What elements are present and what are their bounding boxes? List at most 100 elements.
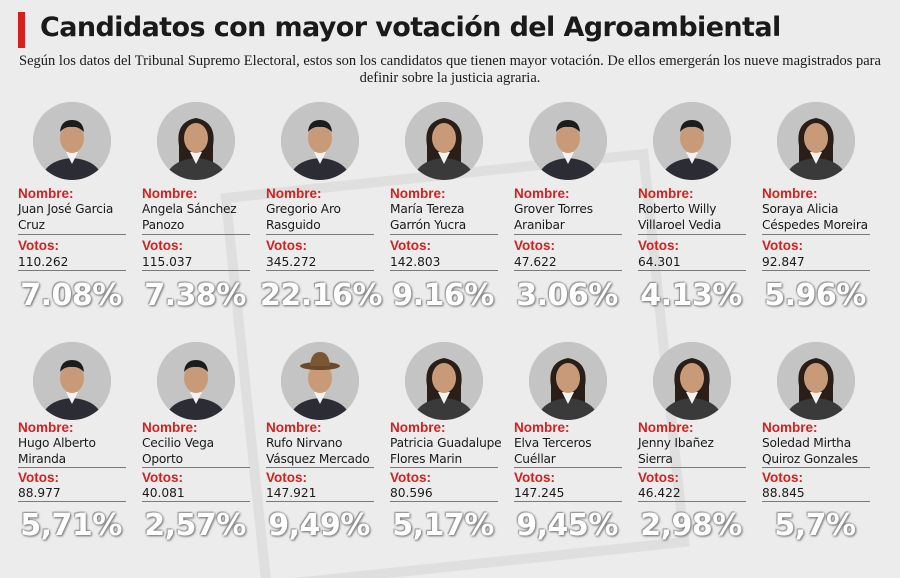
candidate-name: Jenny Ibañez Sierra [638,436,714,466]
divider [266,467,374,468]
candidate-card: Nombre: Angela Sánchez Panozo Votos: 115… [136,100,260,330]
divider [142,270,250,271]
divider [266,270,374,271]
candidate-votes: 147.921 [266,486,317,500]
name-label: Nombre: [514,420,570,435]
divider [18,234,126,235]
candidate-percent: 4.13% [640,278,742,313]
votes-label: Votos: [390,470,431,485]
candidate-card: Nombre: María Tereza Garrón Yucra Votos:… [384,100,508,330]
votes-label: Votos: [514,238,555,253]
page-title: Candidatos con mayor votación del Agroam… [40,12,781,43]
candidate-name: Hugo Alberto Miranda [18,436,96,466]
divider [18,270,126,271]
name-label: Nombre: [514,186,570,201]
divider [390,234,498,235]
divider [266,234,374,235]
candidate-card: Nombre: Soraya Alicia Céspedes Moreira V… [756,100,880,330]
name-label: Nombre: [18,420,74,435]
candidate-name: Rufo Nirvano Vásquez Mercado [266,436,370,466]
candidate-name: Cecilio Vega Oporto [142,436,214,466]
candidate-card: Nombre: Roberto Willy Villaroel Vedia Vo… [632,100,756,330]
woman-portrait-icon [777,102,855,180]
votes-label: Votos: [18,238,59,253]
candidate-percent: 3.06% [516,278,618,313]
candidate-votes: 110.262 [18,255,69,269]
name-label: Nombre: [266,420,322,435]
candidate-votes: 88.977 [18,486,61,500]
votes-label: Votos: [762,470,803,485]
divider [762,501,870,502]
divider [638,270,746,271]
divider [638,234,746,235]
divider [390,501,498,502]
candidate-votes: 142.803 [390,255,441,269]
candidate-card: Nombre: Gregorio Aro Rasguido Votos: 345… [260,100,384,330]
candidate-votes: 46.422 [638,486,681,500]
divider [18,501,126,502]
candidate-percent: 5,71% [20,508,122,543]
candidate-percent: 2,98% [640,508,742,543]
candidates-grid: Nombre: Juan José Garcia Cruz Votos: 110… [12,100,888,572]
candidate-card: Nombre: Hugo Alberto Miranda Votos: 88.9… [12,340,136,570]
woman-portrait-icon [157,102,235,180]
candidate-percent: 5,7% [774,508,856,543]
candidate-votes: 115.037 [142,255,193,269]
divider [142,234,250,235]
votes-label: Votos: [266,470,307,485]
candidate-name: Juan José Garcia Cruz [18,202,114,232]
man-portrait-icon [33,342,111,420]
candidate-name: Elva Terceros Cuéllar [514,436,592,466]
candidate-card: Nombre: Elva Terceros Cuéllar Votos: 147… [508,340,632,570]
name-label: Nombre: [18,186,74,201]
man-portrait-icon [281,102,359,180]
votes-label: Votos: [638,470,679,485]
name-label: Nombre: [266,186,322,201]
name-label: Nombre: [638,186,694,201]
divider [142,467,250,468]
divider [390,270,498,271]
candidate-percent: 9,45% [516,508,618,543]
divider [638,467,746,468]
divider [266,501,374,502]
candidate-percent: 22.16% [260,278,382,313]
divider [638,501,746,502]
candidate-percent: 7.08% [20,278,122,313]
candidate-name: Gregorio Aro Rasguido [266,202,341,232]
name-label: Nombre: [142,420,198,435]
candidate-card: Nombre: Juan José Garcia Cruz Votos: 110… [12,100,136,330]
votes-label: Votos: [142,238,183,253]
divider [514,234,622,235]
divider [514,270,622,271]
divider [390,467,498,468]
candidate-card: Nombre: Rufo Nirvano Vásquez Mercado Vot… [260,340,384,570]
candidate-name: María Tereza Garrón Yucra [390,202,467,232]
votes-label: Votos: [18,470,59,485]
header: Candidatos con mayor votación del Agroam… [14,8,886,94]
divider [142,501,250,502]
name-label: Nombre: [142,186,198,201]
candidate-name: Soledad Mirtha Quiroz Gonzales [762,436,858,466]
candidate-percent: 9.16% [392,278,494,313]
votes-label: Votos: [390,238,431,253]
votes-label: Votos: [514,470,555,485]
name-label: Nombre: [762,186,818,201]
candidate-votes: 345.272 [266,255,317,269]
candidate-percent: 5,17% [392,508,494,543]
candidate-name: Grover Torres Aranibar [514,202,593,232]
candidate-votes: 88.845 [762,486,805,500]
candidate-votes: 40.081 [142,486,185,500]
man-portrait-icon [33,102,111,180]
candidate-votes: 64.301 [638,255,681,269]
divider [514,467,622,468]
candidate-percent: 5.96% [764,278,866,313]
candidate-votes: 92.847 [762,255,805,269]
candidate-percent: 2,57% [144,508,246,543]
candidate-card: Nombre: Jenny Ibañez Sierra Votos: 46.42… [632,340,756,570]
divider [514,501,622,502]
candidate-percent: 7.38% [144,278,246,313]
woman-portrait-icon [405,342,483,420]
woman-portrait-icon [405,102,483,180]
man-hat-portrait-icon [281,342,359,420]
candidate-card: Nombre: Soledad Mirtha Quiroz Gonzales V… [756,340,880,570]
